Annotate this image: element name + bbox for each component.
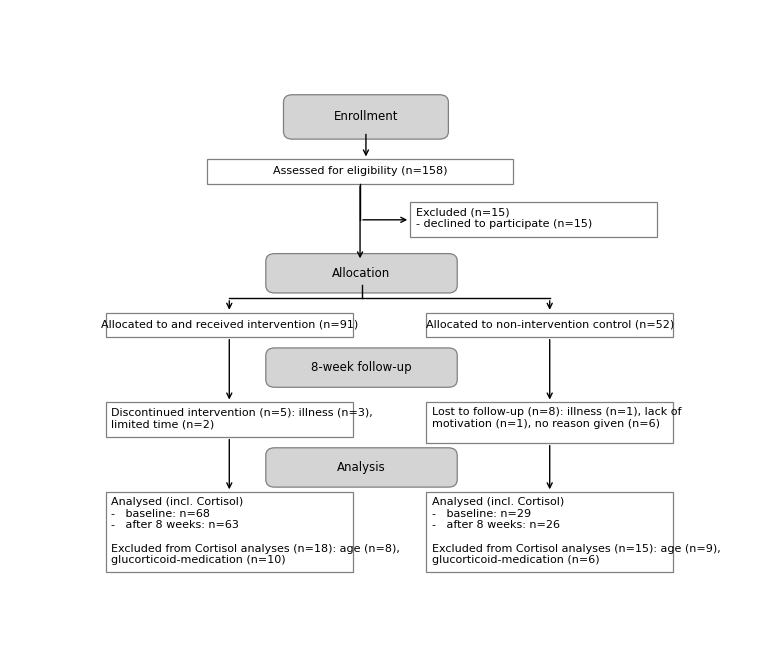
Text: Allocated to non-intervention control (n=52): Allocated to non-intervention control (n… [426, 320, 674, 329]
Text: Lost to follow-up (n=8): illness (n=1), lack of
motivation (n=1), no reason give: Lost to follow-up (n=8): illness (n=1), … [432, 407, 682, 429]
FancyBboxPatch shape [266, 253, 458, 293]
Text: Excluded (n=15)
- declined to participate (n=15): Excluded (n=15) - declined to participat… [416, 207, 592, 229]
FancyBboxPatch shape [283, 95, 448, 139]
FancyBboxPatch shape [106, 402, 353, 437]
Text: Analysed (incl. Cortisol)
-   baseline: n=68
-   after 8 weeks: n=63

Excluded f: Analysed (incl. Cortisol) - baseline: n=… [112, 497, 401, 565]
FancyBboxPatch shape [266, 348, 458, 387]
FancyBboxPatch shape [426, 312, 673, 337]
Text: Allocation: Allocation [332, 267, 391, 280]
Text: Discontinued intervention (n=5): illness (n=3),
limited time (n=2): Discontinued intervention (n=5): illness… [112, 407, 373, 429]
FancyBboxPatch shape [410, 202, 657, 238]
FancyBboxPatch shape [426, 402, 673, 443]
FancyBboxPatch shape [207, 159, 513, 183]
Text: Analysis: Analysis [337, 461, 386, 474]
FancyBboxPatch shape [106, 492, 353, 572]
Text: Assessed for eligibility (n=158): Assessed for eligibility (n=158) [273, 166, 448, 176]
FancyBboxPatch shape [106, 312, 353, 337]
Text: Analysed (incl. Cortisol)
-   baseline: n=29
-   after 8 weeks: n=26

Excluded f: Analysed (incl. Cortisol) - baseline: n=… [432, 497, 720, 565]
FancyBboxPatch shape [426, 492, 673, 572]
Text: Allocated to and received intervention (n=91): Allocated to and received intervention (… [100, 320, 358, 329]
Text: Enrollment: Enrollment [334, 111, 398, 123]
FancyBboxPatch shape [266, 448, 458, 487]
Text: 8-week follow-up: 8-week follow-up [311, 361, 412, 374]
